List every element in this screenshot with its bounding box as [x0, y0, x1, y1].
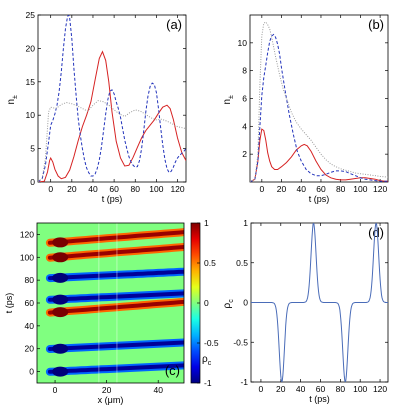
x-tick-label: 0 [48, 184, 53, 194]
panel-d: 0 20 40 60 80 100 120 -1 -0.5 0 0.5 1 t (ps) (d) ρc [222, 218, 389, 404]
x-tick-label: 80 [131, 184, 141, 194]
y-axis-label: t (ps) [4, 293, 14, 314]
y-tick-label: 0.5 [236, 258, 248, 268]
y-tick-label: 20 [25, 344, 35, 354]
colorbar-tick-label: 0 [204, 298, 209, 308]
x-axis-label: x (μm) [98, 395, 124, 405]
heatmap-stripe-head [52, 252, 69, 263]
x-axis-label: t (ps) [102, 194, 123, 204]
x-tick-label: 40 [88, 184, 98, 194]
y-tick-label: 15 [26, 77, 36, 87]
heatmap-stripe-head [52, 294, 69, 305]
x-tick-label: 60 [316, 384, 326, 394]
heatmap-field [37, 223, 184, 383]
y-tick-label: 8 [242, 66, 247, 76]
y-tick-label: 0 [30, 177, 35, 187]
y-tick-label: 4 [242, 121, 247, 131]
y-tick-label: 6 [242, 94, 247, 104]
y-axis-label: ρc [222, 299, 235, 309]
x-tick-label: 80 [336, 184, 346, 194]
y-tick-label: 40 [25, 321, 35, 331]
y-tick-label: 10 [26, 110, 36, 120]
x-tick-label: 20 [277, 184, 287, 194]
y-tick-label: 60 [25, 298, 35, 308]
x-tick-label: 20 [67, 184, 77, 194]
x-tick-label: 0 [259, 184, 264, 194]
series-line-2 [38, 15, 186, 182]
y-tick-label: 10 [238, 38, 248, 48]
panel-label: (a) [166, 17, 182, 32]
x-tick-label: 40 [296, 384, 306, 394]
heatmap-stripe-head [52, 307, 69, 318]
y-tick-label: 0 [243, 298, 248, 308]
colorbar-tick-label: -0.5 [204, 338, 219, 348]
x-tick-label: 100 [353, 384, 367, 394]
x-axis-label: t (ps) [309, 194, 330, 204]
colorbar-tick-label: 1 [204, 218, 209, 228]
panel-c: 0 20 40 0 20 40 60 80 100 120 x (μm) t (ps) (c) 1 0.5 0… [4, 218, 219, 405]
panel-label: (b) [368, 17, 384, 32]
panel-label: (d) [368, 225, 384, 240]
series-line-3 [38, 99, 186, 182]
x-tick-label: 20 [102, 385, 112, 395]
series-line-1 [38, 50, 186, 182]
x-tick-label: 80 [336, 384, 346, 394]
y-tick-label: 25 [26, 10, 36, 20]
heatmap-stripe-head [52, 366, 69, 377]
colorbar-tick-label: 0.5 [204, 258, 216, 268]
panel-a: 0 20 40 60 80 100 120 0 5 10 15 20 25 t (ps) (a) n± [6, 10, 187, 204]
x-tick-label: 120 [373, 184, 387, 194]
y-tick-label: 100 [20, 252, 34, 262]
y-tick-label: -0.5 [233, 337, 248, 347]
y-tick-label: 1 [243, 218, 248, 228]
x-tick-label: 0 [259, 384, 264, 394]
heatmap-stripe-head [52, 343, 69, 354]
x-tick-label: 60 [109, 184, 119, 194]
series-line-1 [250, 128, 388, 182]
x-tick-label: 20 [276, 384, 286, 394]
x-tick-label: 120 [170, 184, 184, 194]
panel-b: 0 20 40 60 80 100 120 2 4 6 8 10 t (ps) (b) n± [222, 14, 389, 204]
y-tick-label: 0 [29, 367, 34, 377]
x-tick-label: 60 [316, 184, 326, 194]
heatmap-stripe-head [52, 272, 69, 283]
series-line-1 [251, 223, 388, 382]
y-tick-label: 80 [25, 275, 35, 285]
heatmap-stripe-head [52, 237, 69, 248]
x-tick-label: 40 [153, 385, 163, 395]
panel-label: (c) [165, 363, 180, 378]
y-tick-label: 20 [26, 43, 36, 53]
series-line-2 [250, 33, 388, 182]
x-tick-label: 100 [353, 184, 367, 194]
x-tick-label: 100 [149, 184, 163, 194]
y-tick-label: 2 [242, 149, 247, 159]
plot-frame [37, 14, 187, 183]
x-tick-label: 0 [53, 385, 58, 395]
y-tick-label: -1 [240, 377, 248, 387]
y-tick-label: 5 [30, 144, 35, 154]
y-axis-label: n± [6, 95, 19, 105]
x-axis-label: t (ps) [309, 394, 330, 404]
colorbar-label: ρc [202, 354, 212, 367]
y-tick-label: 120 [20, 229, 34, 239]
colorbar-tick-label: -1 [204, 378, 212, 388]
y-axis-label: n± [222, 95, 235, 105]
series-line-3 [250, 21, 388, 182]
x-tick-label: 40 [297, 184, 307, 194]
x-tick-label: 120 [373, 384, 387, 394]
